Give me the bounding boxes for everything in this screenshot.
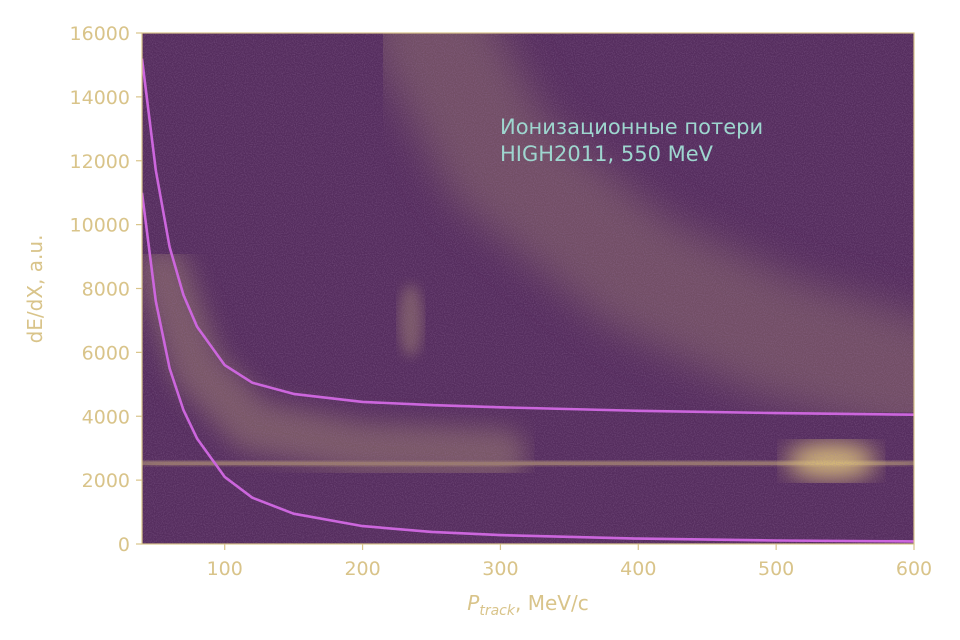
y-tick-label: 12000 (70, 151, 130, 173)
x-tick-label: 500 (758, 558, 794, 580)
y-tick-label: 6000 (82, 342, 130, 364)
y-axis-label: dE/dX, a.u. (23, 235, 47, 344)
x-axis-label-symbol: P (467, 591, 480, 615)
plot-area (141, 32, 915, 545)
x-axis: 100 200 300 400 500 600 (207, 544, 932, 580)
x-tick-label: 600 (896, 558, 932, 580)
series-line-1 (142, 58, 914, 416)
annotation-line-1: Ионизационные потери (500, 115, 763, 139)
speckle-overlay (142, 33, 914, 544)
y-tick-label: 16000 (70, 23, 130, 45)
y-tick-label: 2000 (82, 470, 130, 492)
series-line-2 (142, 192, 914, 543)
y-tick-label: 0 (118, 534, 130, 556)
x-tick-label: 100 (207, 558, 243, 580)
y-tick-label: 14000 (70, 87, 130, 109)
y-tick-label: 4000 (82, 406, 130, 428)
y-tick-label: 8000 (82, 279, 130, 301)
curves-layer (142, 58, 914, 543)
x-tick-label: 300 (482, 558, 518, 580)
x-tick-label: 400 (620, 558, 656, 580)
x-axis-label-unit: , MeV/c (515, 591, 589, 615)
x-tick-label: 200 (344, 558, 380, 580)
y-tick-label: 10000 (70, 215, 130, 237)
annotation-line-2: HIGH2011, 550 MeV (500, 142, 714, 166)
x-axis-label-subscript: track (479, 603, 516, 619)
x-axis-label: Ptrack, MeV/c (467, 591, 588, 619)
y-axis: 0 2000 4000 6000 8000 10000 12000 14000 16000 (70, 23, 142, 556)
